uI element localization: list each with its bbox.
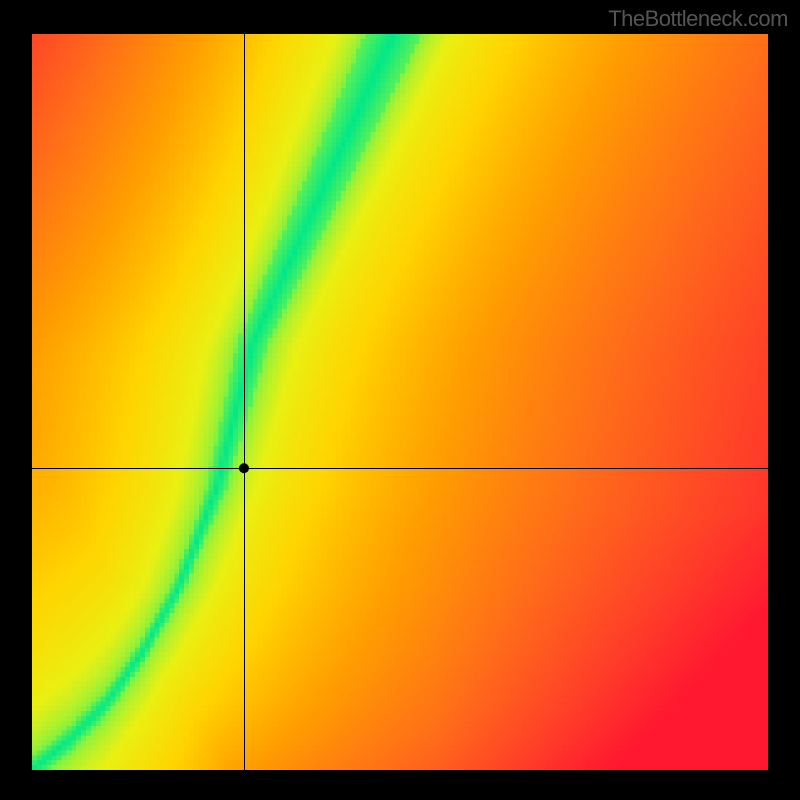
heatmap-canvas (32, 34, 768, 770)
watermark-text: TheBottleneck.com (608, 6, 788, 32)
heatmap-plot (32, 34, 768, 770)
